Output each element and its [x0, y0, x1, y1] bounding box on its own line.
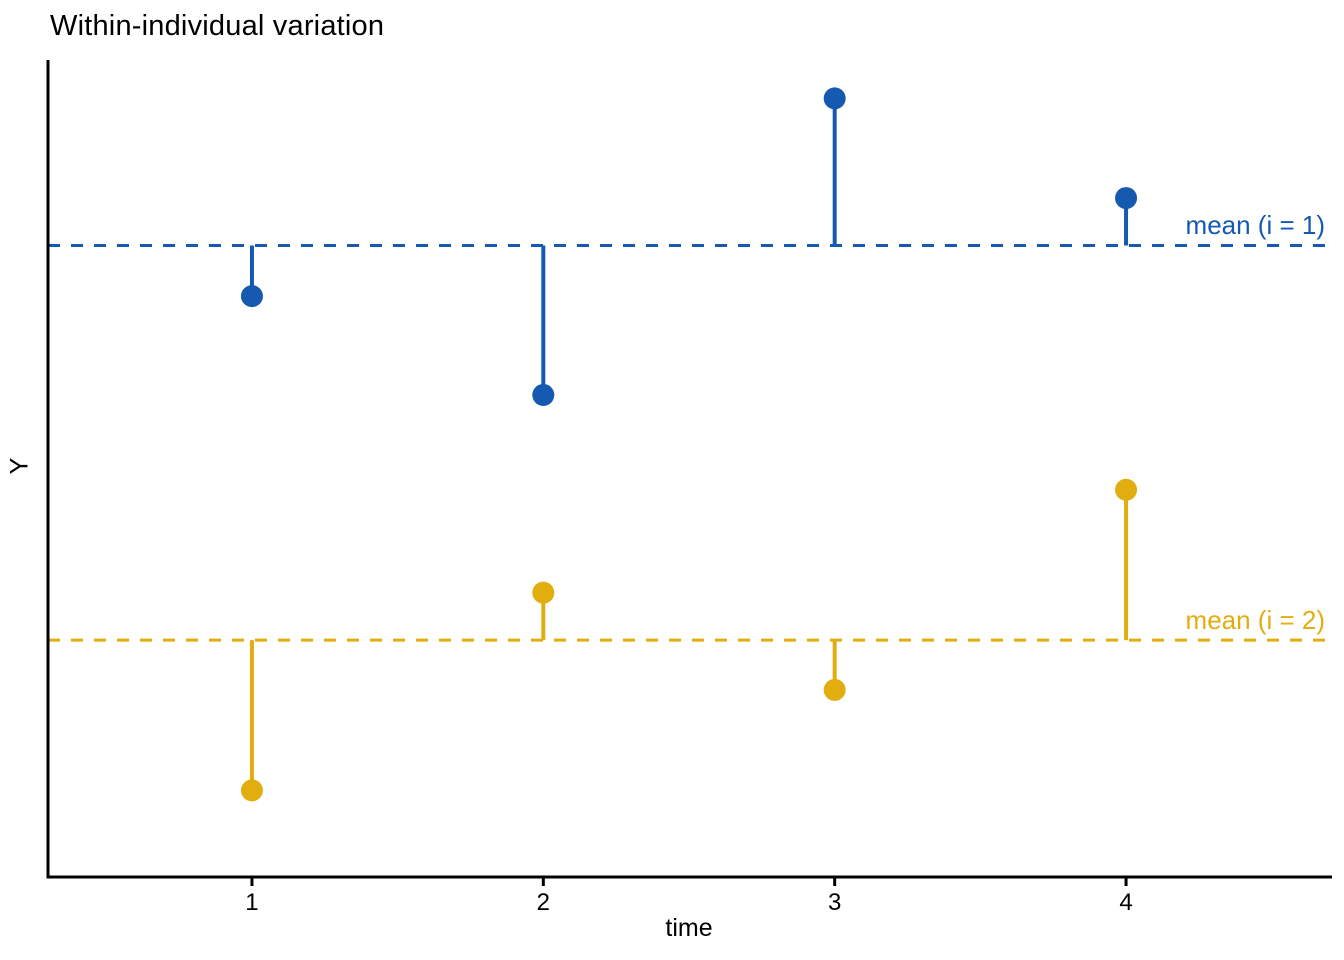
x-tick-label-3: 3 — [828, 889, 841, 916]
x-tick-label-4: 4 — [1119, 889, 1132, 916]
y-axis-label: Y — [5, 457, 34, 475]
data-point-series-1-t3 — [823, 87, 846, 110]
data-point-series-1-t4 — [1115, 187, 1138, 210]
data-point-series-2-t3 — [823, 678, 846, 701]
x-axis-label: time — [665, 914, 713, 942]
x-tick-label-2: 2 — [537, 889, 550, 916]
data-point-series-2-t4 — [1115, 478, 1138, 501]
data-point-series-1-t2 — [532, 383, 555, 406]
mean-label-individual-1: mean (i = 1) — [1185, 210, 1325, 241]
data-point-series-2-t1 — [240, 779, 263, 802]
x-tick-label-1: 1 — [245, 889, 258, 916]
data-point-series-1-t1 — [240, 285, 263, 308]
chart-title: Within-individual variation — [50, 10, 385, 42]
data-point-series-2-t2 — [532, 581, 555, 604]
mean-label-individual-2: mean (i = 2) — [1185, 605, 1325, 636]
